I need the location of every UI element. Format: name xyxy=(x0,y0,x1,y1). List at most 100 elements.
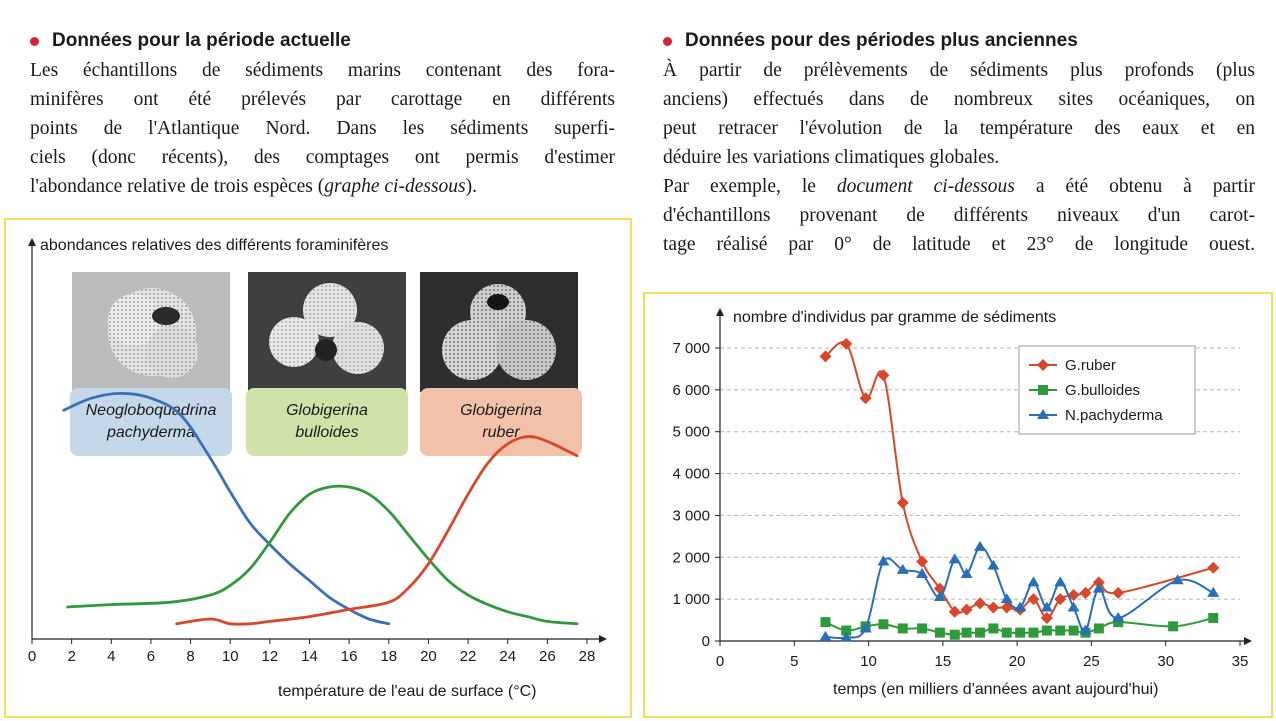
y-tick-label: 7 000 xyxy=(672,340,710,357)
x-tick-label: 20 xyxy=(420,648,437,665)
left-line: ciels (donc récents), des comptages ont … xyxy=(30,147,615,168)
diamond-marker xyxy=(960,603,973,616)
abundance-chart-series xyxy=(62,391,579,626)
right-line: À partir de prélèvements de sédiments pl… xyxy=(663,60,1255,81)
legend-label: G.bulloides xyxy=(1065,382,1140,399)
y-tick-label: 5 000 xyxy=(672,424,710,441)
counts-chart-axes: 0 1 000 2 000 3 000 4 000 5 000 6 000 7 000 0 5 10… xyxy=(672,308,1252,670)
right-line: d'échantillons provenant de différents n… xyxy=(663,205,1255,226)
y-tick-label: 4 000 xyxy=(672,466,710,483)
x-tick-label: 0 xyxy=(28,648,36,665)
left-line: Les échantillons de sédiments marins con… xyxy=(30,60,615,81)
diamond-marker xyxy=(840,337,853,350)
triangle-marker xyxy=(974,540,986,551)
triangle-marker xyxy=(1054,576,1067,587)
square-marker xyxy=(1038,385,1048,395)
bullet-icon xyxy=(30,36,39,46)
square-marker xyxy=(917,623,928,634)
x-tick-label: 10 xyxy=(860,653,877,670)
x-tick-label: 25 xyxy=(1083,653,1100,670)
right-paragraph: À partir de prélèvements de sédiments pl… xyxy=(663,56,1255,259)
square-marker xyxy=(961,627,972,638)
right-heading-text: Données pour des périodes plus anciennes xyxy=(685,30,1078,51)
triangle-marker xyxy=(840,631,853,642)
triangle-marker xyxy=(916,568,929,579)
right-line: Par exemple, le document ci-dessous a ét… xyxy=(663,172,1255,201)
square-marker xyxy=(897,623,908,634)
square-marker xyxy=(1001,627,1012,638)
y-tick-label: 6 000 xyxy=(672,382,710,399)
left-line: points de l'Atlantique Nord. Dans les sé… xyxy=(30,118,615,139)
foraminifera-bulloides-drawing xyxy=(269,283,384,374)
diamond-marker xyxy=(1067,588,1080,601)
y-tick-label: 2 000 xyxy=(672,549,710,566)
x-tick-label: 16 xyxy=(341,648,358,665)
triangle-marker xyxy=(859,622,872,633)
square-marker xyxy=(1113,617,1124,628)
square-marker xyxy=(1168,621,1179,632)
left-line-last-b: ). xyxy=(465,176,477,197)
square-marker xyxy=(1208,612,1219,623)
x-tick-label: 12 xyxy=(262,648,279,665)
square-marker xyxy=(878,619,889,630)
foraminifera-pachyderma-drawing xyxy=(108,288,198,378)
diamond-marker xyxy=(1112,586,1125,599)
x-tick-label: 18 xyxy=(380,648,397,665)
x-tick-label: 22 xyxy=(460,648,477,665)
series-line-bulloides xyxy=(66,484,579,626)
square-marker xyxy=(988,623,999,634)
triangle-marker xyxy=(819,630,832,641)
triangle-marker xyxy=(933,591,946,602)
square-marker xyxy=(1041,625,1052,636)
x-tick-label: 14 xyxy=(301,648,318,665)
counts-chart-series xyxy=(819,337,1220,642)
left-heading: Données pour la période actuelle xyxy=(30,28,615,54)
triangle-marker xyxy=(948,553,961,564)
diamond-marker xyxy=(819,350,832,363)
x-tick-label: 10 xyxy=(222,648,239,665)
left-line-last-a: l'abondance relative de trois espèces ( xyxy=(30,176,325,197)
left-heading-text: Données pour la période actuelle xyxy=(52,30,351,51)
x-tick-label: 8 xyxy=(186,648,194,665)
abundance-chart-axes: 0 2 4 6 8 10 12 14 16 18 20 22 24 26 28 xyxy=(28,238,607,665)
triangle-marker xyxy=(1027,576,1040,587)
y-tick-label: 3 000 xyxy=(672,507,710,524)
x-axis-arrow-icon xyxy=(1244,637,1252,645)
species-label-line: bulloides xyxy=(295,424,359,441)
triangle-marker xyxy=(1171,574,1184,585)
right-line5-b: a été obtenu à partir xyxy=(1014,176,1255,197)
x-tick-label: 15 xyxy=(935,653,952,670)
abundance-chart: abondances relatives des différents fora… xyxy=(28,237,607,700)
counts-chart-xlabel: temps (en milliers d'années avant aujour… xyxy=(833,681,1158,698)
species-label-line: Globigerina xyxy=(460,402,542,419)
counts-chart-legend: G.ruber G.bulloides N.pachyderma xyxy=(1018,345,1196,435)
left-line: minifères ont été prélevés par carottage… xyxy=(30,89,615,110)
series-line-bulloides xyxy=(825,617,1214,636)
series-line-ruber xyxy=(175,435,579,626)
foraminifera-ruber-drawing xyxy=(442,284,556,380)
species-label-line: Globigerina xyxy=(286,402,368,419)
x-tick-label: 30 xyxy=(1157,653,1174,670)
x-axis-arrow-icon xyxy=(599,635,607,643)
square-marker xyxy=(841,625,852,636)
diamond-marker xyxy=(933,582,946,595)
triangle-marker xyxy=(960,568,973,579)
left-paragraph: Les échantillons de sédiments marins con… xyxy=(30,56,615,201)
x-tick-label: 0 xyxy=(716,653,724,670)
right-line: déduire les variations climatiques globa… xyxy=(663,147,1000,168)
right-text-block: Données pour des périodes plus anciennes… xyxy=(663,28,1255,259)
left-chart-panel: Neogloboquadrina pachyderma Globigerina bu… xyxy=(4,218,632,718)
triangle-marker xyxy=(896,563,909,574)
foraminifera-image-ruber xyxy=(420,272,578,392)
triangle-marker xyxy=(1040,601,1053,612)
diamond-marker xyxy=(1054,593,1067,606)
y-tick-label: 1 000 xyxy=(672,591,710,608)
square-marker xyxy=(1055,625,1066,636)
triangle-marker xyxy=(1000,593,1013,604)
square-marker xyxy=(1093,623,1104,634)
diamond-marker xyxy=(859,392,872,405)
x-tick-label: 4 xyxy=(107,648,115,665)
square-marker xyxy=(975,627,985,638)
x-tick-label: 6 xyxy=(147,648,155,665)
x-tick-label: 20 xyxy=(1009,653,1026,670)
